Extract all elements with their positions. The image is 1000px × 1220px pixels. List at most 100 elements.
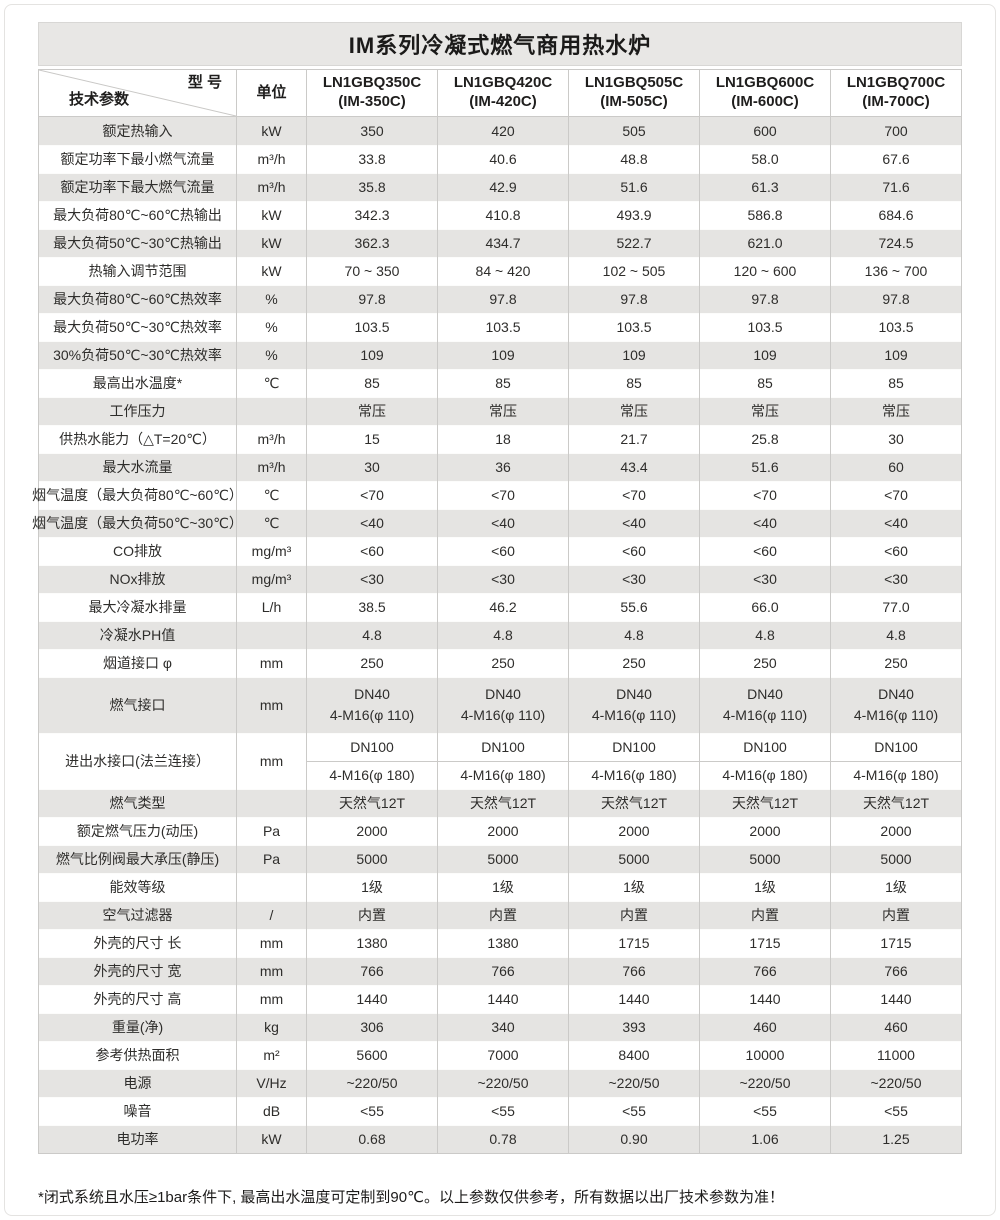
unit-cell: mm	[236, 985, 306, 1013]
value-cell: DN40 4-M16(φ 110)	[830, 677, 961, 733]
value-cell: 460	[699, 1013, 830, 1041]
table-row: 最大负荷50℃~30℃热效率% 103.5 103.5 103.5 103.5 103.5	[39, 313, 961, 341]
value-subcell: 4-M16(φ 180)	[460, 767, 546, 784]
unit-cell	[236, 621, 306, 649]
value-cell: 109	[437, 341, 568, 369]
param-cell: 烟气温度（最大负荷80℃~60℃）	[32, 486, 243, 503]
value-cell: 1380	[306, 929, 437, 957]
param-cell: 燃气比例阀最大承压(静压)	[55, 850, 220, 867]
value-cell: <70	[568, 481, 699, 509]
value-cell: 38.5	[306, 593, 437, 621]
unit-cell	[236, 873, 306, 901]
value-cell: 43.4	[568, 453, 699, 481]
table-row: 重量(净) kg 306 340 393 460 460	[39, 1013, 961, 1041]
value-cell: 2000	[830, 817, 961, 845]
value-cell: 136 ~ 700	[830, 257, 961, 285]
value-cell: 5000	[568, 845, 699, 873]
value-cell: <40	[568, 509, 699, 537]
param-cell: CO排放	[113, 542, 162, 559]
value-cell: ~220/50	[699, 1069, 830, 1097]
table-row: 烟道接口 φ mm 250 250 250 250 250	[39, 649, 961, 677]
table-row: 燃气接口 mm DN40 4-M16(φ 110) DN40 4-M16(φ 110) DN…	[39, 677, 961, 733]
value-cell: 250	[830, 649, 961, 677]
value-cell: 85	[830, 369, 961, 397]
param-cell: NOx排放	[109, 570, 166, 587]
value-cell: DN100 4-M16(φ 180)	[306, 733, 437, 789]
table-row: 电功率 kW 0.68 0.78 0.90 1.06 1.25	[39, 1125, 961, 1153]
table-row: 最大冷凝水排量 L/h 38.5 46.2 55.6 66.0 77.0	[39, 593, 961, 621]
value-cell: 2000	[568, 817, 699, 845]
value-cell: 350	[306, 117, 437, 145]
value-cell: 5000	[437, 845, 568, 873]
corner-header-cell: 型 号 技术参数	[39, 70, 236, 116]
value-cell: 250	[437, 649, 568, 677]
unit-cell: kW	[236, 117, 306, 145]
value-cell: 4.8	[437, 621, 568, 649]
value-cell: <30	[699, 565, 830, 593]
value-cell: <55	[699, 1097, 830, 1125]
param-cell: 电功率	[116, 1130, 159, 1147]
table-row: 参考供热面积 m² 5600 7000 8400 10000 11000	[39, 1041, 961, 1069]
value-cell: <40	[437, 509, 568, 537]
param-cell: 额定热输入	[102, 122, 173, 139]
table-row: 外壳的尺寸 宽 mm 766 766 766 766 766	[39, 957, 961, 985]
corner-label-param: 技术参数	[69, 91, 130, 109]
value-cell: 522.7	[568, 229, 699, 257]
unit-cell: %	[236, 313, 306, 341]
value-cell: 5000	[830, 845, 961, 873]
value-cell: 8400	[568, 1041, 699, 1069]
value-cell: 250	[568, 649, 699, 677]
table-row: 最高出水温度* ℃ 85 85 85 85 85	[39, 369, 961, 397]
value-cell: 1.25	[830, 1125, 961, 1153]
value-cell: 60	[830, 453, 961, 481]
param-cell: 额定功率下最小燃气流量	[60, 150, 215, 167]
value-cell: 434.7	[437, 229, 568, 257]
value-cell: DN40 4-M16(φ 110)	[306, 677, 437, 733]
value-cell: 85	[699, 369, 830, 397]
value-cell: 36	[437, 453, 568, 481]
spec-table-body: 额定热输入 kW 350 420 505 600 700 额定功率下最小燃气流量 m³/h 33.…	[32, 117, 961, 1153]
value-cell: 天然气12T	[306, 789, 437, 817]
value-cell: DN40 4-M16(φ 110)	[437, 677, 568, 733]
value-cell: <30	[437, 565, 568, 593]
param-cell: 额定功率下最大燃气流量	[60, 178, 215, 195]
param-cell: 冷凝水PH值	[99, 626, 176, 643]
value-cell: <30	[306, 565, 437, 593]
value-cell: 420	[437, 117, 568, 145]
value-cell: 42.9	[437, 173, 568, 201]
param-cell: 最大水流量	[102, 458, 173, 475]
value-cell: 621.0	[699, 229, 830, 257]
unit-cell: kW	[236, 229, 306, 257]
value-cell: 66.0	[699, 593, 830, 621]
table-row: 燃气类型 天然气12T 天然气12T 天然气12T 天然气12T 天然气12T	[39, 789, 961, 817]
footnote: *闭式系统且水压≥1bar条件下, 最高出水温度可定制到90℃。以上参数仅供参考…	[38, 1189, 784, 1206]
param-cell: 供热水能力（△T=20℃）	[59, 430, 216, 447]
unit-cell: m³/h	[236, 425, 306, 453]
value-cell: 40.6	[437, 145, 568, 173]
value-cell: ~220/50	[830, 1069, 961, 1097]
value-cell: 700	[830, 117, 961, 145]
unit-cell: mg/m³	[236, 537, 306, 565]
value-cell: 18	[437, 425, 568, 453]
model-column-header: LN1GBQ505C (IM-505C)	[568, 70, 699, 116]
value-cell: ~220/50	[306, 1069, 437, 1097]
value-cell: <55	[568, 1097, 699, 1125]
value-cell: 0.78	[437, 1125, 568, 1153]
value-cell: <40	[830, 509, 961, 537]
unit-cell: /	[236, 901, 306, 929]
value-cell: 天然气12T	[830, 789, 961, 817]
unit-cell: Pa	[236, 845, 306, 873]
diagonal-divider	[39, 70, 236, 116]
table-row: 热输入调节范围 kW 70 ~ 350 84 ~ 420 102 ~ 505 120 ~ …	[39, 257, 961, 285]
unit-cell: %	[236, 285, 306, 313]
unit-cell: L/h	[236, 593, 306, 621]
value-cell: ~220/50	[568, 1069, 699, 1097]
value-cell: 493.9	[568, 201, 699, 229]
value-cell: 7000	[437, 1041, 568, 1069]
table-row: 进出水接口(法兰连接） mm DN100 4-M16(φ 180) DN100 4-M16…	[39, 733, 961, 789]
value-cell: 97.8	[437, 285, 568, 313]
value-cell: 1级	[699, 873, 830, 901]
value-cell: 48.8	[568, 145, 699, 173]
value-cell: <30	[568, 565, 699, 593]
value-cell: 0.90	[568, 1125, 699, 1153]
